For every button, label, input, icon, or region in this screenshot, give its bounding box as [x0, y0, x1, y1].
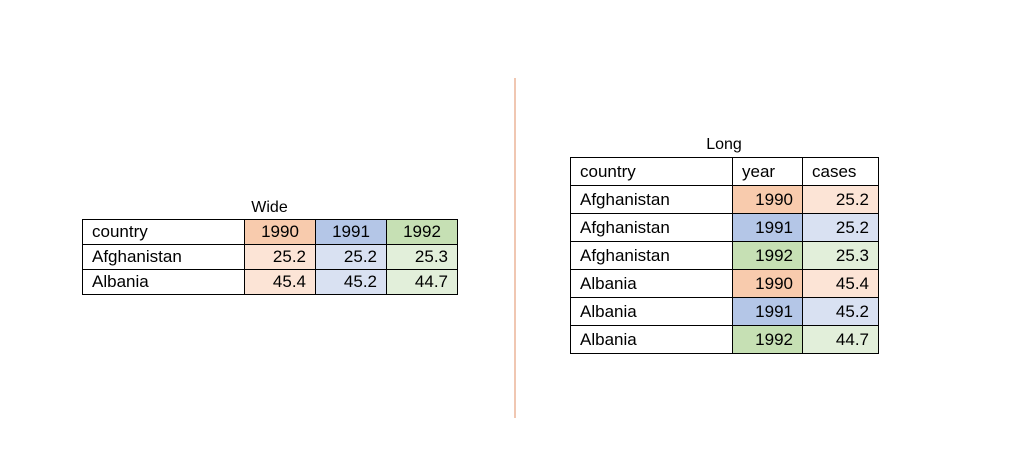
- long-cell-cases: 44.7: [802, 325, 879, 354]
- wide-header-1990: 1990: [244, 219, 316, 245]
- long-cell-country: Albania: [570, 325, 733, 354]
- long-cell-year: 1990: [732, 269, 803, 298]
- wide-cell-1990: 25.2: [244, 244, 316, 270]
- wide-cell-1991: 45.2: [315, 269, 387, 295]
- wide-table: country 1990 1991 1992 Afghanistan 25.2 …: [82, 219, 458, 295]
- long-cell-cases: 25.2: [802, 185, 879, 214]
- long-header-year: year: [732, 157, 803, 186]
- long-cell-country: Afghanistan: [570, 241, 733, 270]
- wide-cell-1991: 25.2: [315, 244, 387, 270]
- wide-cell-country: Afghanistan: [82, 244, 245, 270]
- long-table: country year cases Afghanistan 1990 25.2…: [570, 157, 879, 354]
- table-row: Albania 1990 45.4: [570, 269, 879, 298]
- table-row: Albania 45.4 45.2 44.7: [82, 269, 458, 295]
- long-cell-cases: 45.4: [802, 269, 879, 298]
- wide-cell-1992: 25.3: [386, 244, 458, 270]
- wide-header-1991: 1991: [315, 219, 387, 245]
- wide-header-row: country 1990 1991 1992: [82, 219, 458, 245]
- divider: [514, 78, 516, 418]
- wide-table-title: Wide: [251, 199, 288, 216]
- long-cell-year: 1992: [732, 325, 803, 354]
- long-cell-year: 1992: [732, 241, 803, 270]
- wide-header-country: country: [82, 219, 245, 245]
- wide-cell-country: Albania: [82, 269, 245, 295]
- long-cell-cases: 25.2: [802, 213, 879, 242]
- table-row: Afghanistan 1992 25.3: [570, 241, 879, 270]
- table-row: Afghanistan 1991 25.2: [570, 213, 879, 242]
- wide-cell-1990: 45.4: [244, 269, 316, 295]
- long-cell-year: 1991: [732, 213, 803, 242]
- long-cell-cases: 25.3: [802, 241, 879, 270]
- long-cell-country: Albania: [570, 269, 733, 298]
- long-header-country: country: [570, 157, 733, 186]
- long-cell-country: Albania: [570, 297, 733, 326]
- long-cell-country: Afghanistan: [570, 185, 733, 214]
- long-cell-country: Afghanistan: [570, 213, 733, 242]
- long-cell-cases: 45.2: [802, 297, 879, 326]
- wide-header-1992: 1992: [386, 219, 458, 245]
- long-cell-year: 1991: [732, 297, 803, 326]
- table-row: Afghanistan 1990 25.2: [570, 185, 879, 214]
- long-header-row: country year cases: [570, 157, 879, 186]
- wide-cell-1992: 44.7: [386, 269, 458, 295]
- table-row: Afghanistan 25.2 25.2 25.3: [82, 244, 458, 270]
- long-cell-year: 1990: [732, 185, 803, 214]
- long-header-cases: cases: [802, 157, 879, 186]
- long-table-title: Long: [706, 136, 742, 153]
- table-row: Albania 1991 45.2: [570, 297, 879, 326]
- table-row: Albania 1992 44.7: [570, 325, 879, 354]
